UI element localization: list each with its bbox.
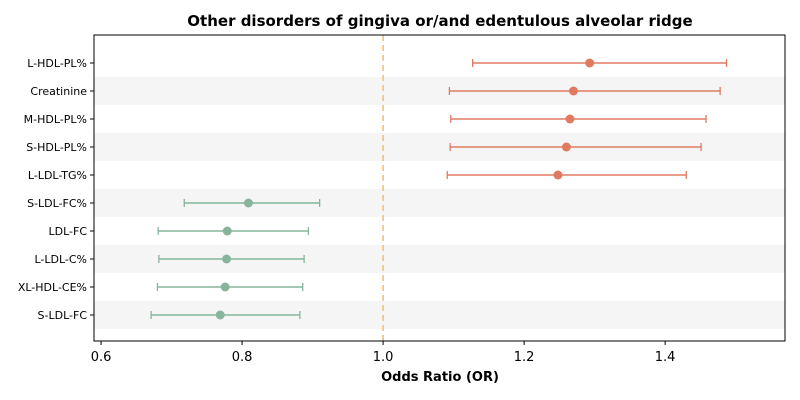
y-tick-label: L-HDL-PL%: [27, 57, 87, 70]
x-tick-label: 0.6: [91, 350, 112, 365]
x-tick-label: 0.8: [232, 350, 253, 365]
x-ticks: 0.6 0.8 1.0 1.2 1.4: [91, 341, 676, 365]
or-point: [568, 86, 578, 96]
or-point: [215, 310, 225, 320]
x-tick-label: 1.2: [514, 350, 535, 365]
or-point: [222, 254, 232, 264]
or-point: [553, 170, 563, 180]
or-point: [220, 282, 230, 292]
y-tick-label: L-LDL-C%: [34, 253, 87, 266]
y-tick-label: XL-HDL-CE%: [18, 281, 87, 294]
y-tick-labels: L-HDL-PL% Creatinine M-HDL-PL% S-HDL-PL% L-L…: [18, 57, 94, 322]
plot-frame: [93, 34, 786, 342]
y-tick-label: Creatinine: [30, 85, 87, 98]
x-tick-label: 1.4: [655, 350, 676, 365]
x-tick-label: 1.0: [373, 350, 394, 365]
chart-marks: [150, 58, 728, 320]
y-tick-label: S-HDL-PL%: [26, 141, 87, 154]
or-point: [561, 142, 571, 152]
y-tick-label: M-HDL-PL%: [24, 113, 87, 126]
y-tick-label: LDL-FC: [48, 225, 87, 238]
x-axis-label: Odds Ratio (OR): [381, 370, 499, 385]
or-point: [243, 198, 253, 208]
or-point: [565, 114, 575, 124]
chart-title: Other disorders of gingiva or/and edentu…: [187, 12, 692, 30]
y-tick-label: S-LDL-FC%: [27, 197, 87, 210]
or-point: [222, 226, 232, 236]
y-tick-label: S-LDL-FC: [38, 309, 88, 322]
or-point: [585, 58, 595, 68]
y-tick-label: L-LDL-TG%: [28, 169, 87, 182]
